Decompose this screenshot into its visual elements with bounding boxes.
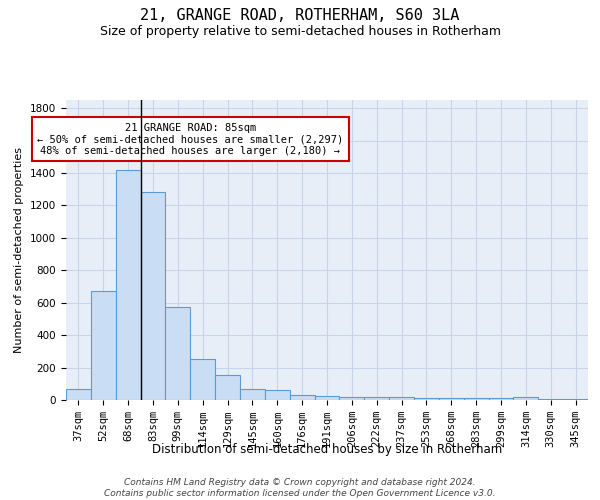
Bar (563, 399, 588, 400)
Bar (116, 170, 140, 400)
Bar (514, 397, 538, 400)
Bar (290, 395, 314, 400)
Bar (91, 292, 116, 400)
Bar (314, 396, 340, 400)
Bar (265, 390, 290, 400)
Bar (464, 398, 488, 400)
Bar (414, 398, 439, 400)
Bar (190, 360, 215, 400)
Bar (389, 398, 414, 400)
Bar (439, 398, 464, 400)
Bar (488, 398, 514, 400)
Bar (166, 307, 190, 400)
Bar (140, 192, 166, 400)
Bar (340, 397, 364, 400)
Bar (240, 390, 265, 400)
Y-axis label: Number of semi-detached properties: Number of semi-detached properties (14, 147, 25, 353)
Text: Size of property relative to semi-detached houses in Rotherham: Size of property relative to semi-detach… (100, 25, 500, 38)
Text: Distribution of semi-detached houses by size in Rotherham: Distribution of semi-detached houses by … (152, 442, 502, 456)
Bar (66, 390, 91, 400)
Text: 21 GRANGE ROAD: 85sqm
← 50% of semi-detached houses are smaller (2,297)
48% of s: 21 GRANGE ROAD: 85sqm ← 50% of semi-deta… (37, 122, 343, 156)
Bar (538, 399, 563, 400)
Bar (364, 397, 389, 400)
Text: Contains HM Land Registry data © Crown copyright and database right 2024.
Contai: Contains HM Land Registry data © Crown c… (104, 478, 496, 498)
Text: 21, GRANGE ROAD, ROTHERHAM, S60 3LA: 21, GRANGE ROAD, ROTHERHAM, S60 3LA (140, 8, 460, 22)
Bar (215, 375, 240, 400)
